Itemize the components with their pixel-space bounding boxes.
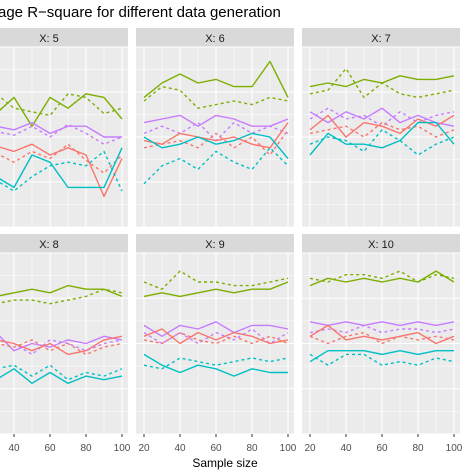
facet-strip-label: X: 10 (368, 239, 394, 251)
series-line-green-solid (143, 60, 289, 98)
series-line-teal-solid (309, 121, 455, 156)
facet-panel: X: 7 (302, 28, 460, 228)
facet-strip (0, 234, 128, 253)
x-tick-label: 20 (138, 443, 150, 454)
facet-strip-label: X: 8 (39, 239, 59, 251)
facet-panel: X: 9 20 40 60 80 100 (136, 234, 297, 454)
series-line-green-solid (0, 93, 123, 127)
facet-strip (302, 234, 460, 253)
series-line-teal-dashed (143, 357, 289, 370)
series-line-red-solid (0, 335, 123, 356)
series-line-teal-dashed (0, 150, 123, 192)
facet-panel: X: 820406080100 (0, 234, 131, 454)
series-line-teal-solid (143, 353, 288, 377)
series-line-teal-dashed (309, 129, 455, 156)
facet-panels: X: 5 X: 6 X: 7 X: 8 20 40 60 80 100 X: 9 20 40 60 80 1… (0, 28, 463, 454)
facet-strip (302, 28, 460, 47)
series-line-purple-dashed (309, 107, 455, 127)
series-line-teal-dashed (309, 353, 455, 366)
series-line-green-dashed (309, 270, 455, 283)
series-line-teal-dashed (143, 147, 289, 185)
facet-strip (136, 28, 294, 47)
series-line-green-dashed (309, 67, 455, 99)
series-line-red-dashed (309, 121, 455, 138)
series-line-red-solid (0, 143, 123, 198)
x-tick-label: 20 (304, 443, 316, 454)
x-tick-label: 40 (340, 443, 352, 454)
facet-strip-label: X: 5 (39, 33, 59, 45)
series-line-green-dashed (143, 270, 289, 290)
facet-strip-label: X: 7 (371, 33, 391, 45)
series-line-purple-solid (309, 321, 455, 327)
series-line-teal-solid (143, 132, 289, 160)
series-line-red-dashed (143, 129, 289, 156)
facet-panel: X: 10 20 40 60 80 100 (302, 234, 463, 454)
x-tick-label: 100 (114, 443, 131, 454)
x-tick-label: 80 (80, 443, 92, 454)
series-line-purple-dashed (0, 123, 123, 145)
series-line-teal-solid (0, 368, 123, 384)
series-line-purple-solid (143, 321, 289, 337)
x-tick-label: 60 (44, 443, 56, 454)
facet-strip (136, 234, 294, 253)
facet-strip (0, 28, 128, 47)
series-line-teal-solid (309, 350, 454, 363)
series-line-green-solid (0, 284, 123, 298)
series-line-green-solid (143, 281, 289, 298)
series-line-green-dashed (0, 288, 123, 305)
x-axis-title: Sample size (192, 456, 258, 470)
series-line-purple-solid (0, 335, 123, 352)
series-line-red-dashed (0, 143, 123, 174)
series-line-red-solid (309, 324, 455, 345)
x-tick-label: 40 (8, 443, 20, 454)
facet-strip-label: X: 9 (205, 239, 225, 251)
facet-panel: X: 6 (136, 28, 294, 228)
series-line-red-dashed (0, 339, 123, 356)
series-line-purple-solid (0, 121, 122, 138)
series-line-purple-solid (309, 107, 455, 127)
x-tick-label: 60 (210, 443, 222, 454)
series-line-teal-dashed (0, 364, 123, 381)
series-line-red-solid (309, 114, 455, 138)
series-line-purple-solid (143, 114, 289, 127)
series-line-red-solid (143, 122, 289, 149)
x-tick-label: 60 (376, 443, 388, 454)
x-tick-label: 40 (174, 443, 186, 454)
x-tick-label: 80 (246, 443, 258, 454)
series-line-teal-solid (0, 147, 123, 189)
series-line-green-dashed (143, 85, 289, 109)
facet-strip-label: X: 6 (205, 33, 225, 45)
x-tick-label: 100 (446, 443, 463, 454)
series-line-red-dashed (143, 331, 289, 345)
facet-panel: X: 5 (0, 28, 128, 228)
x-tick-label: 100 (280, 443, 297, 454)
series-line-green-dashed (0, 93, 123, 117)
x-tick-label: 80 (412, 443, 424, 454)
chart-title: age R−square for different data generati… (0, 4, 281, 21)
series-line-red-solid (143, 328, 289, 345)
series-line-red-dashed (309, 331, 455, 345)
